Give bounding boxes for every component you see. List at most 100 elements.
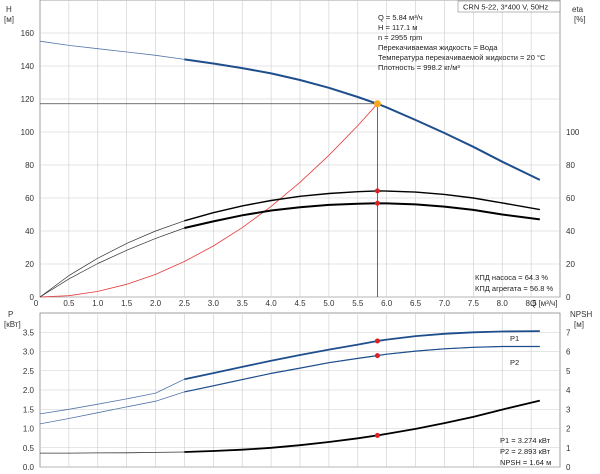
info-flow: Q = 5.84 м³/ч bbox=[378, 13, 423, 22]
x-tick-8: 8.0 bbox=[497, 299, 509, 308]
model-label-box bbox=[457, 0, 561, 13]
info-head: H = 117.1 м bbox=[378, 23, 417, 32]
p2-curve bbox=[184, 345, 540, 393]
bottom-left-axis-unit: [кВт] bbox=[4, 320, 21, 329]
x-tick-4: 4.0 bbox=[266, 299, 278, 308]
head-thin-curve bbox=[39, 40, 540, 181]
bottom-right-tick-6: 6 bbox=[566, 348, 571, 357]
top-left-tick-80: 80 bbox=[25, 161, 34, 170]
info-density: Плотность = 998.2 кг/м³ bbox=[378, 63, 460, 72]
top-right-tick-100: 100 bbox=[566, 128, 580, 137]
op-p1-point bbox=[374, 338, 380, 344]
bottom-right-tick-1: 1 bbox=[566, 444, 571, 453]
top-left-tick-120: 120 bbox=[21, 95, 35, 104]
top-right-tick-60: 60 bbox=[566, 194, 575, 203]
info-p2: P2 = 2.893 кВт bbox=[500, 447, 551, 456]
top-right-axis-title: eta bbox=[572, 5, 584, 14]
x-tick-3: 3.0 bbox=[208, 299, 220, 308]
top-gridlines bbox=[40, 0, 560, 298]
bottom-left-tick-0: 0.0 bbox=[23, 463, 35, 472]
power-info: P1 = 3.274 кВт P2 = 2.893 кВт NPSH = 1.6… bbox=[500, 436, 551, 467]
bottom-left-tick-1.5: 1.5 bbox=[23, 405, 35, 414]
bottom-left-tick-2.5: 2.5 bbox=[23, 367, 35, 376]
top-left-tick-20: 20 bbox=[25, 260, 34, 269]
top-left-tick-40: 40 bbox=[25, 227, 34, 236]
p1-thin-curve bbox=[39, 330, 540, 415]
p2-thin-curve bbox=[39, 346, 540, 425]
x-tick-6: 6.0 bbox=[381, 299, 393, 308]
bottom-left-tick-1: 1.0 bbox=[23, 425, 35, 434]
x-tick-3.5: 3.5 bbox=[237, 299, 249, 308]
x-tick-1: 1.0 bbox=[92, 299, 104, 308]
x-axis-title: Q [м³/ч] bbox=[530, 299, 557, 308]
op-npsh-point bbox=[374, 432, 380, 438]
bottom-left-tick-2: 2.0 bbox=[23, 386, 35, 395]
bottom-left-axis-title: P bbox=[8, 310, 13, 319]
x-tick-7: 7.0 bbox=[439, 299, 451, 308]
info-speed: n = 2955 rpm bbox=[378, 33, 422, 42]
x-tick-0: 0 bbox=[34, 299, 39, 308]
top-left-tick-60: 60 bbox=[25, 194, 34, 203]
top-right-tick-0: 0 bbox=[566, 293, 571, 302]
info-temperature: Температура перекачиваемой жидкости = 20… bbox=[378, 53, 546, 62]
top-left-axis-title: H bbox=[6, 5, 12, 14]
bottom-left-tick-3.5: 3.5 bbox=[23, 328, 35, 337]
top-left-tick-0: 0 bbox=[30, 293, 35, 302]
bottom-right-tick-3: 3 bbox=[566, 405, 571, 414]
x-tick-2: 2.0 bbox=[150, 299, 162, 308]
x-tick-8.5: 8.5 bbox=[526, 299, 538, 308]
op-eta-pump-point bbox=[374, 188, 380, 194]
info-pump-efficiency: КПД насоса = 64.3 % bbox=[475, 273, 548, 282]
x-tick-7.5: 7.5 bbox=[468, 299, 480, 308]
info-p1: P1 = 3.274 кВт bbox=[500, 436, 551, 445]
info-unit-efficiency: КПД агрегата = 56.8 % bbox=[475, 284, 553, 293]
x-tick-4.5: 4.5 bbox=[294, 299, 306, 308]
eta-unit-curve bbox=[184, 202, 540, 229]
op-head-point bbox=[373, 100, 381, 108]
series-label-p1: P1 bbox=[510, 334, 519, 343]
top-right-tick-80: 80 bbox=[566, 161, 575, 170]
bottom-right-tick-7: 7 bbox=[566, 328, 571, 337]
bottom-right-axis-title: NPSH bbox=[570, 310, 592, 319]
series-label-p2: P2 bbox=[510, 358, 519, 367]
top-right-tick-20: 20 bbox=[566, 260, 575, 269]
x-tick-6.5: 6.5 bbox=[410, 299, 422, 308]
operating-point-marks bbox=[40, 100, 381, 438]
top-left-tick-140: 140 bbox=[21, 62, 35, 71]
top-left-axis-unit: [м] bbox=[4, 15, 14, 24]
info-liquid: Перекачиваемая жидкость = Вода bbox=[378, 43, 498, 52]
x-tick-5: 5.0 bbox=[323, 299, 335, 308]
x-tick-5.5: 5.5 bbox=[352, 299, 364, 308]
eta-pump-curve bbox=[184, 190, 540, 222]
operating-info: Q = 5.84 м³/ч H = 117.1 м n = 2955 rpm П… bbox=[378, 13, 546, 72]
x-tick-0.5: 0.5 bbox=[63, 299, 75, 308]
bottom-left-tick-3: 3.0 bbox=[23, 348, 35, 357]
bottom-right-tick-4: 4 bbox=[566, 386, 571, 395]
top-left-tick-160: 160 bbox=[21, 29, 35, 38]
bottom-gridlines bbox=[40, 313, 560, 468]
eta-pump-thin-curve bbox=[39, 190, 540, 298]
top-right-tick-40: 40 bbox=[566, 227, 575, 236]
bottom-right-tick-5: 5 bbox=[566, 367, 571, 376]
x-tick-2.5: 2.5 bbox=[179, 299, 191, 308]
efficiency-info: КПД насоса = 64.3 % КПД агрегата = 56.8 … bbox=[475, 273, 553, 293]
op-p2-point bbox=[374, 353, 380, 359]
top-left-tick-100: 100 bbox=[21, 128, 35, 137]
op-eta-unit-point bbox=[374, 200, 380, 206]
info-npsh: NPSH = 1.64 м bbox=[500, 458, 551, 467]
bottom-right-tick-2: 2 bbox=[566, 425, 571, 434]
model-label: CRN 5-22, 3*400 V, 50Hz bbox=[463, 3, 548, 12]
bottom-right-tick-0: 0 bbox=[566, 463, 571, 472]
system-curve bbox=[39, 103, 378, 298]
tick-labels: 0.5 1.0 1.5 2.0 2.5 3.0 3.5 4.0 4.5 5.0 5.5 6.0 6.5 7… bbox=[21, 29, 580, 472]
top-right-axis-unit: [%] bbox=[574, 15, 586, 24]
bottom-right-axis-unit: [м] bbox=[574, 320, 584, 329]
npsh-curve bbox=[184, 399, 541, 453]
x-tick-1.5: 1.5 bbox=[121, 299, 133, 308]
eta-unit-thin-curve bbox=[39, 202, 540, 298]
p1-curve bbox=[184, 330, 540, 381]
series-lines bbox=[39, 40, 541, 454]
bottom-left-tick-0.5: 0.5 bbox=[23, 444, 35, 453]
head-curve bbox=[184, 58, 541, 181]
